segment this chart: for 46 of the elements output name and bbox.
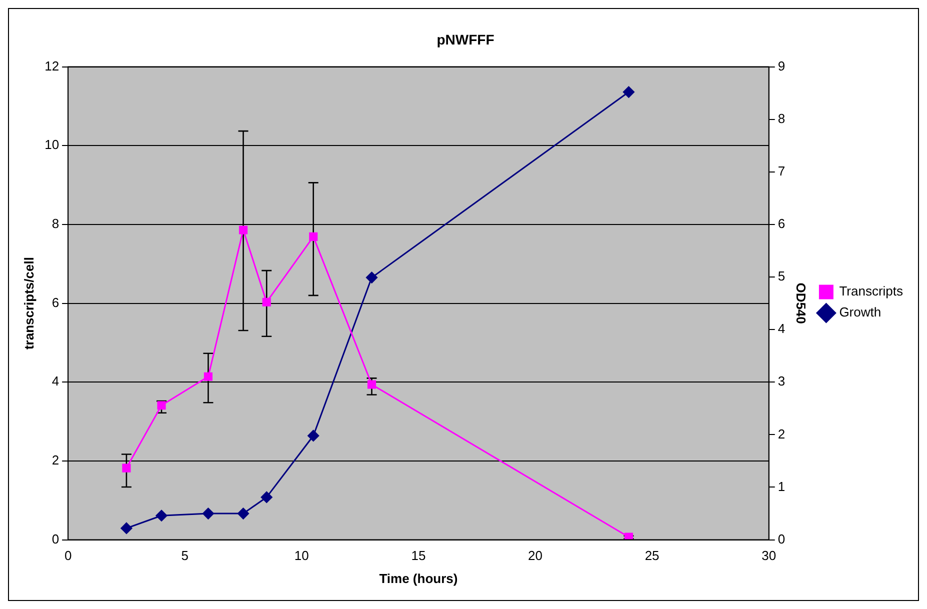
- point: [204, 372, 213, 381]
- y2-tick-label: 0: [778, 531, 786, 546]
- point: [260, 491, 272, 503]
- x-tick-label: 0: [64, 548, 72, 564]
- y-tick-label: 12: [44, 58, 60, 74]
- point: [238, 226, 248, 234]
- y2-tick-label: 8: [778, 110, 786, 126]
- y2-tick-label: 9: [778, 58, 786, 74]
- y-tick-label: 2: [52, 452, 60, 468]
- point: [238, 508, 250, 520]
- y2-axis-title: OD540: [793, 282, 808, 324]
- legend-label: Transcripts: [839, 284, 904, 299]
- point: [157, 401, 166, 410]
- y-tick-label: 10: [44, 137, 60, 152]
- y-tick-label: 0: [52, 531, 60, 546]
- point: [366, 272, 378, 284]
- x-tick-label: 20: [528, 548, 542, 564]
- point: [308, 430, 320, 442]
- point: [367, 380, 376, 389]
- point: [156, 510, 168, 522]
- y2-tick-label: 7: [778, 163, 786, 178]
- y2-tick-label: 1: [778, 478, 786, 494]
- point: [309, 232, 318, 241]
- chart-title: pNWFFF: [436, 31, 495, 48]
- y-axis-title: transcripts/cell: [21, 257, 36, 350]
- x-tick-label: 25: [644, 548, 660, 564]
- y2-tick-label: 3: [778, 374, 786, 389]
- point: [622, 86, 634, 98]
- y2-tick-label: 6: [778, 216, 786, 232]
- point: [120, 522, 132, 534]
- x-tick-label: 15: [411, 548, 426, 564]
- y2-tick-label: 5: [778, 268, 786, 284]
- x-axis-title: Time (hours): [379, 570, 458, 586]
- legend-label: Growth: [839, 304, 882, 320]
- x-tick-label: 30: [762, 548, 776, 564]
- point: [262, 298, 271, 306]
- x-tick-label: 5: [181, 548, 188, 564]
- point: [122, 464, 131, 472]
- y2-tick-label: 2: [778, 426, 786, 442]
- y2-tick-label: 4: [778, 321, 786, 336]
- y-tick-label: 6: [52, 294, 60, 310]
- y-tick-label: 4: [52, 374, 60, 389]
- point: [202, 508, 214, 520]
- y-tick-label: 8: [52, 216, 60, 232]
- point: [624, 532, 633, 540]
- x-tick-label: 10: [294, 548, 309, 564]
